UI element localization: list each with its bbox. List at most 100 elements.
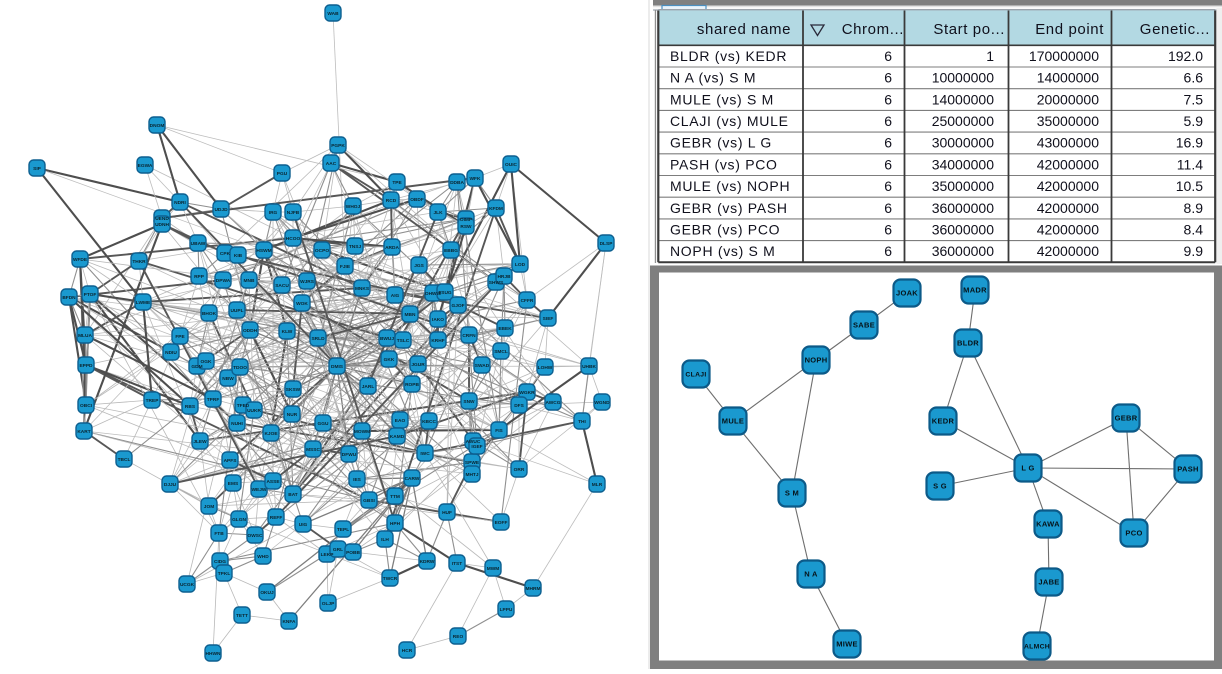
- svg-text:8.9: 8.9: [1184, 200, 1204, 216]
- svg-text:10.5: 10.5: [1176, 178, 1203, 194]
- svg-text:CARW: CARW: [405, 476, 420, 482]
- svg-text:THKR: THKR: [132, 259, 146, 265]
- svg-text:6: 6: [884, 178, 892, 194]
- svg-text:JLK: JLK: [433, 210, 443, 216]
- svg-text:35000000: 35000000: [932, 178, 995, 194]
- svg-text:ALMCH: ALMCH: [1024, 644, 1050, 651]
- svg-text:OIMP: OIMP: [460, 217, 473, 223]
- svg-text:NBW: NBW: [222, 376, 234, 382]
- svg-text:1: 1: [986, 48, 994, 64]
- svg-text:6: 6: [884, 70, 892, 86]
- svg-text:SRLD: SRLD: [311, 336, 325, 342]
- svg-text:OBDF: OBDF: [410, 197, 424, 203]
- svg-text:RPP: RPP: [194, 274, 205, 280]
- svg-text:ILH: ILH: [381, 537, 389, 543]
- svg-text:LOD: LOD: [515, 262, 526, 268]
- svg-text:LPPU: LPPU: [500, 607, 513, 613]
- svg-text:HRJB: HRJB: [497, 274, 511, 280]
- svg-text:IGEF: IGEF: [471, 444, 482, 450]
- svg-text:IWC: IWC: [420, 451, 430, 457]
- svg-text:OBCI: OBCI: [80, 403, 93, 409]
- svg-text:MULE: MULE: [722, 417, 744, 426]
- svg-text:SKSW: SKSW: [286, 387, 301, 393]
- svg-text:IRG: IRG: [269, 210, 278, 216]
- svg-text:REFF: REFF: [270, 515, 283, 521]
- svg-text:MHTJ: MHTJ: [465, 472, 478, 478]
- svg-text:NOPH (vs) S M: NOPH (vs) S M: [670, 243, 776, 259]
- svg-text:NUR: NUR: [287, 412, 298, 418]
- svg-text:NJFB: NJFB: [287, 210, 300, 216]
- svg-text:NOPH: NOPH: [805, 356, 828, 365]
- svg-text:AAC: AAC: [326, 161, 337, 167]
- svg-text:SABE: SABE: [853, 321, 875, 330]
- svg-text:UHBK: UHBK: [582, 364, 596, 370]
- svg-text:TBCL: TBCL: [118, 457, 131, 463]
- svg-text:TSUG: TSUG: [438, 290, 452, 296]
- svg-text:HSWM: HSWM: [256, 248, 271, 254]
- svg-text:Genetic...: Genetic...: [1140, 21, 1210, 38]
- svg-text:UBAW: UBAW: [191, 241, 206, 247]
- svg-text:192.0: 192.0: [1168, 48, 1203, 64]
- svg-text:RBS: RBS: [185, 404, 196, 410]
- svg-text:BLDR: BLDR: [957, 339, 979, 348]
- svg-text:7.5: 7.5: [1184, 91, 1204, 107]
- svg-text:OCPO: OCPO: [315, 248, 329, 254]
- svg-text:NDRI: NDRI: [174, 200, 186, 206]
- svg-text:GGU: GGU: [318, 421, 329, 427]
- svg-text:6: 6: [884, 48, 892, 64]
- svg-text:S M: S M: [785, 489, 799, 498]
- svg-text:KART: KART: [77, 429, 90, 435]
- svg-text:ODDH: ODDH: [243, 328, 258, 334]
- svg-text:WOK: WOK: [296, 301, 308, 307]
- svg-text:TPRF: TPRF: [207, 397, 220, 403]
- svg-text:EMS: EMS: [228, 481, 239, 487]
- svg-text:IAKO: IAKO: [432, 317, 444, 323]
- svg-text:GEBR (vs) L G: GEBR (vs) L G: [670, 135, 772, 151]
- svg-text:UIG: UIG: [299, 522, 308, 528]
- svg-text:DJJU: DJJU: [164, 482, 177, 488]
- svg-text:SIEF: SIEF: [543, 316, 554, 322]
- svg-text:KBCC: KBCC: [422, 419, 436, 425]
- svg-text:KDRW: KDRW: [420, 559, 435, 565]
- svg-text:DDBA: DDBA: [450, 180, 464, 186]
- svg-text:GJOF: GJOF: [451, 303, 464, 309]
- svg-text:MBN: MBN: [405, 312, 416, 318]
- svg-text:AWCG: AWCG: [546, 400, 561, 406]
- svg-text:MSSC: MSSC: [306, 447, 320, 453]
- svg-text:WFK: WFK: [470, 176, 481, 182]
- svg-text:MHRM: MHRM: [526, 586, 541, 592]
- svg-text:OWSC: OWSC: [248, 533, 263, 539]
- svg-text:RSW: RSW: [460, 224, 472, 230]
- svg-text:PGPK: PGPK: [331, 143, 345, 149]
- svg-text:N A (vs) S M: N A (vs) S M: [670, 70, 756, 86]
- svg-text:25000000: 25000000: [932, 113, 995, 129]
- svg-text:BHOK: BHOK: [202, 311, 217, 317]
- svg-text:8.4: 8.4: [1184, 222, 1204, 238]
- svg-text:16.9: 16.9: [1176, 135, 1203, 151]
- svg-text:UUKR: UUKR: [247, 408, 261, 414]
- svg-text:UUPL: UUPL: [230, 308, 243, 314]
- svg-text:6: 6: [884, 113, 892, 129]
- svg-text:HPH: HPH: [390, 521, 401, 527]
- svg-text:10000000: 10000000: [932, 70, 995, 86]
- svg-text:ORR: ORR: [514, 467, 525, 473]
- svg-text:LOHW: LOHW: [538, 365, 553, 371]
- svg-text:OUIC: OUIC: [505, 162, 518, 168]
- svg-text:BWUJ: BWUJ: [380, 336, 394, 342]
- svg-text:APFS: APFS: [224, 458, 238, 464]
- svg-text:TPKL: TPKL: [218, 571, 231, 577]
- svg-text:MIWE: MIWE: [836, 640, 858, 649]
- svg-text:DLSP: DLSP: [600, 241, 614, 247]
- svg-text:KAMD: KAMD: [390, 434, 405, 440]
- svg-text:SPWE: SPWE: [465, 460, 480, 466]
- svg-text:TEPL: TEPL: [337, 527, 349, 533]
- svg-text:42000000: 42000000: [1037, 178, 1100, 194]
- svg-text:TREP: TREP: [146, 398, 160, 404]
- svg-text:UCGK: UCGK: [180, 582, 195, 588]
- svg-text:FTB: FTB: [214, 531, 224, 537]
- svg-text:BAT: BAT: [288, 492, 298, 498]
- svg-text:UEND: UEND: [155, 216, 169, 222]
- svg-text:CFFR: CFFR: [521, 298, 534, 304]
- svg-text:ARDA: ARDA: [385, 245, 399, 251]
- svg-text:MNB: MNB: [244, 278, 255, 284]
